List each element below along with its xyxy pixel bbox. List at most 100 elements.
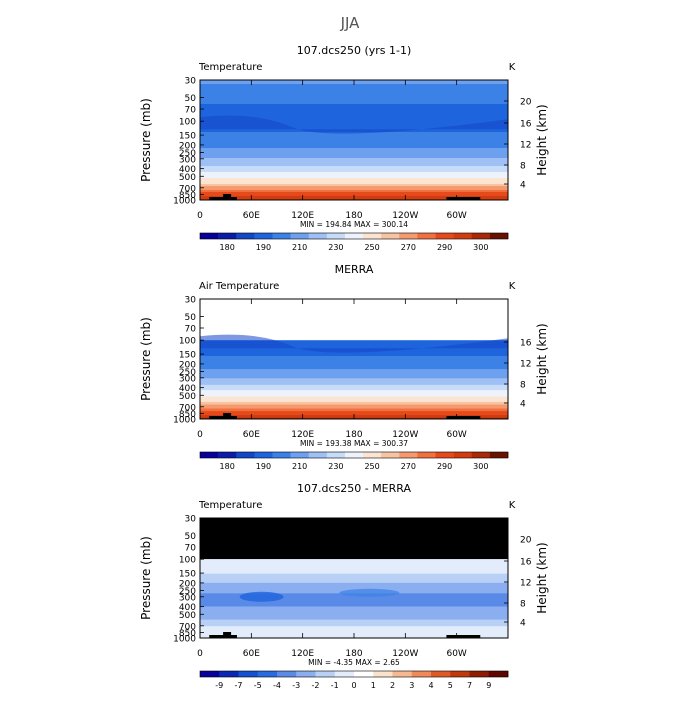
pressure-tick-label: 300 <box>179 155 196 165</box>
panel-title: 107.dcs250 (yrs 1-1) <box>297 44 412 57</box>
field-band <box>200 561 508 564</box>
field-band <box>200 597 508 600</box>
field-band <box>200 114 508 117</box>
colorbar-swatch <box>200 452 219 458</box>
colorbar-swatch <box>272 452 291 458</box>
colorbar-swatch <box>254 452 273 458</box>
pressure-tick-label: 1000 <box>173 197 196 207</box>
y2-axis-label: Height (km) <box>535 542 549 613</box>
colorbar-label: 210 <box>292 462 307 471</box>
field-band <box>200 374 508 377</box>
field-band <box>200 341 508 344</box>
field-band <box>200 192 508 195</box>
field-band <box>200 578 508 581</box>
tropopause-cold-pool <box>200 115 508 134</box>
field-band <box>200 138 508 141</box>
field-band <box>200 408 508 411</box>
colorbar-label: 7 <box>467 681 472 690</box>
field-band <box>200 581 508 584</box>
colorbar-label: -9 <box>215 681 223 690</box>
pressure-tick-label: 30 <box>185 77 197 87</box>
field-band <box>200 369 508 372</box>
lon-tick-label: 0 <box>197 430 203 440</box>
field-band <box>200 411 508 414</box>
field-band <box>200 585 508 588</box>
field-band <box>200 182 508 185</box>
colorbar-label: 270 <box>401 243 416 252</box>
field-band <box>200 382 508 385</box>
field-band <box>200 172 508 175</box>
field-band <box>200 144 508 147</box>
field-band <box>200 376 508 379</box>
y2-axis-label: Height (km) <box>535 323 549 394</box>
min-max-stats: MIN = -4.35 MAX = 2.65 <box>308 658 400 667</box>
y-axis-label: Pressure (mb) <box>139 317 153 401</box>
pressure-tick-label: 850 <box>179 410 196 420</box>
field-layer <box>200 299 508 419</box>
field-band <box>200 180 508 183</box>
colorbar-label: 210 <box>292 243 307 252</box>
field-band <box>200 588 508 591</box>
field-band <box>200 615 508 618</box>
colorbar-swatch <box>411 671 432 677</box>
field-band <box>200 386 508 389</box>
pressure-tick-label: 70 <box>185 105 197 115</box>
field-band <box>200 164 508 167</box>
pressure-tick-label: 30 <box>185 296 197 306</box>
height-tick-label: 20 <box>520 98 532 108</box>
field-band <box>200 166 508 169</box>
colorbar-label: 4 <box>428 681 433 690</box>
pressure-tick-label: 200 <box>179 360 196 370</box>
field-band <box>200 110 508 113</box>
field-band <box>200 190 508 193</box>
field-band <box>200 603 508 606</box>
pressure-tick-label: 250 <box>179 149 196 159</box>
field-band <box>200 174 508 177</box>
field-band <box>200 88 508 91</box>
field-band <box>200 630 508 633</box>
lon-tick-label: 0 <box>197 649 203 659</box>
lon-tick-label: 60W <box>446 211 466 221</box>
min-max-stats: MIN = 194.84 MAX = 300.14 <box>300 220 408 229</box>
colorbar-swatch <box>417 452 436 458</box>
colorbar-swatch <box>219 671 239 677</box>
field-label: Temperature <box>198 500 262 511</box>
colorbar-swatch <box>344 233 364 239</box>
field-band <box>200 395 508 398</box>
field-band <box>200 623 508 626</box>
colorbar-swatch <box>344 452 364 458</box>
field-band <box>200 626 508 629</box>
pressure-tick-label: 500 <box>179 392 196 402</box>
lon-tick-label: 120E <box>291 430 314 440</box>
colorbar-swatch <box>381 233 400 239</box>
min-max-stats: MIN = 193.38 MAX = 300.37 <box>300 439 408 448</box>
pressure-tick-label: 250 <box>179 587 196 597</box>
colorbar-swatch <box>236 452 255 458</box>
field-band <box>200 186 508 189</box>
field-band <box>200 582 508 585</box>
colorbar-label: 290 <box>437 462 452 471</box>
colorbar-label: 190 <box>256 462 271 471</box>
field-band <box>200 401 508 404</box>
pressure-tick-label: 200 <box>179 579 196 589</box>
colorbar-label: -2 <box>312 681 320 690</box>
pressure-tick-label: 700 <box>179 622 196 632</box>
lon-tick-label: 60E <box>243 430 260 440</box>
colorbar-label: 300 <box>473 462 488 471</box>
field-band <box>200 407 508 410</box>
field-band <box>200 152 508 155</box>
colorbar-swatch <box>254 233 273 239</box>
height-tick-label: 12 <box>520 579 531 589</box>
colorbar-label: 230 <box>328 462 343 471</box>
field-band <box>200 96 508 99</box>
field-band <box>200 573 508 576</box>
field-band <box>200 611 508 614</box>
pressure-tick-label: 50 <box>185 94 197 104</box>
colorbar-swatch <box>488 671 509 677</box>
topography-peak <box>223 413 232 416</box>
colorbar-frame <box>199 451 509 459</box>
y2-axis-label: Height (km) <box>535 104 549 175</box>
pressure-tick-label: 100 <box>179 337 196 347</box>
main-title: JJA <box>340 14 361 32</box>
